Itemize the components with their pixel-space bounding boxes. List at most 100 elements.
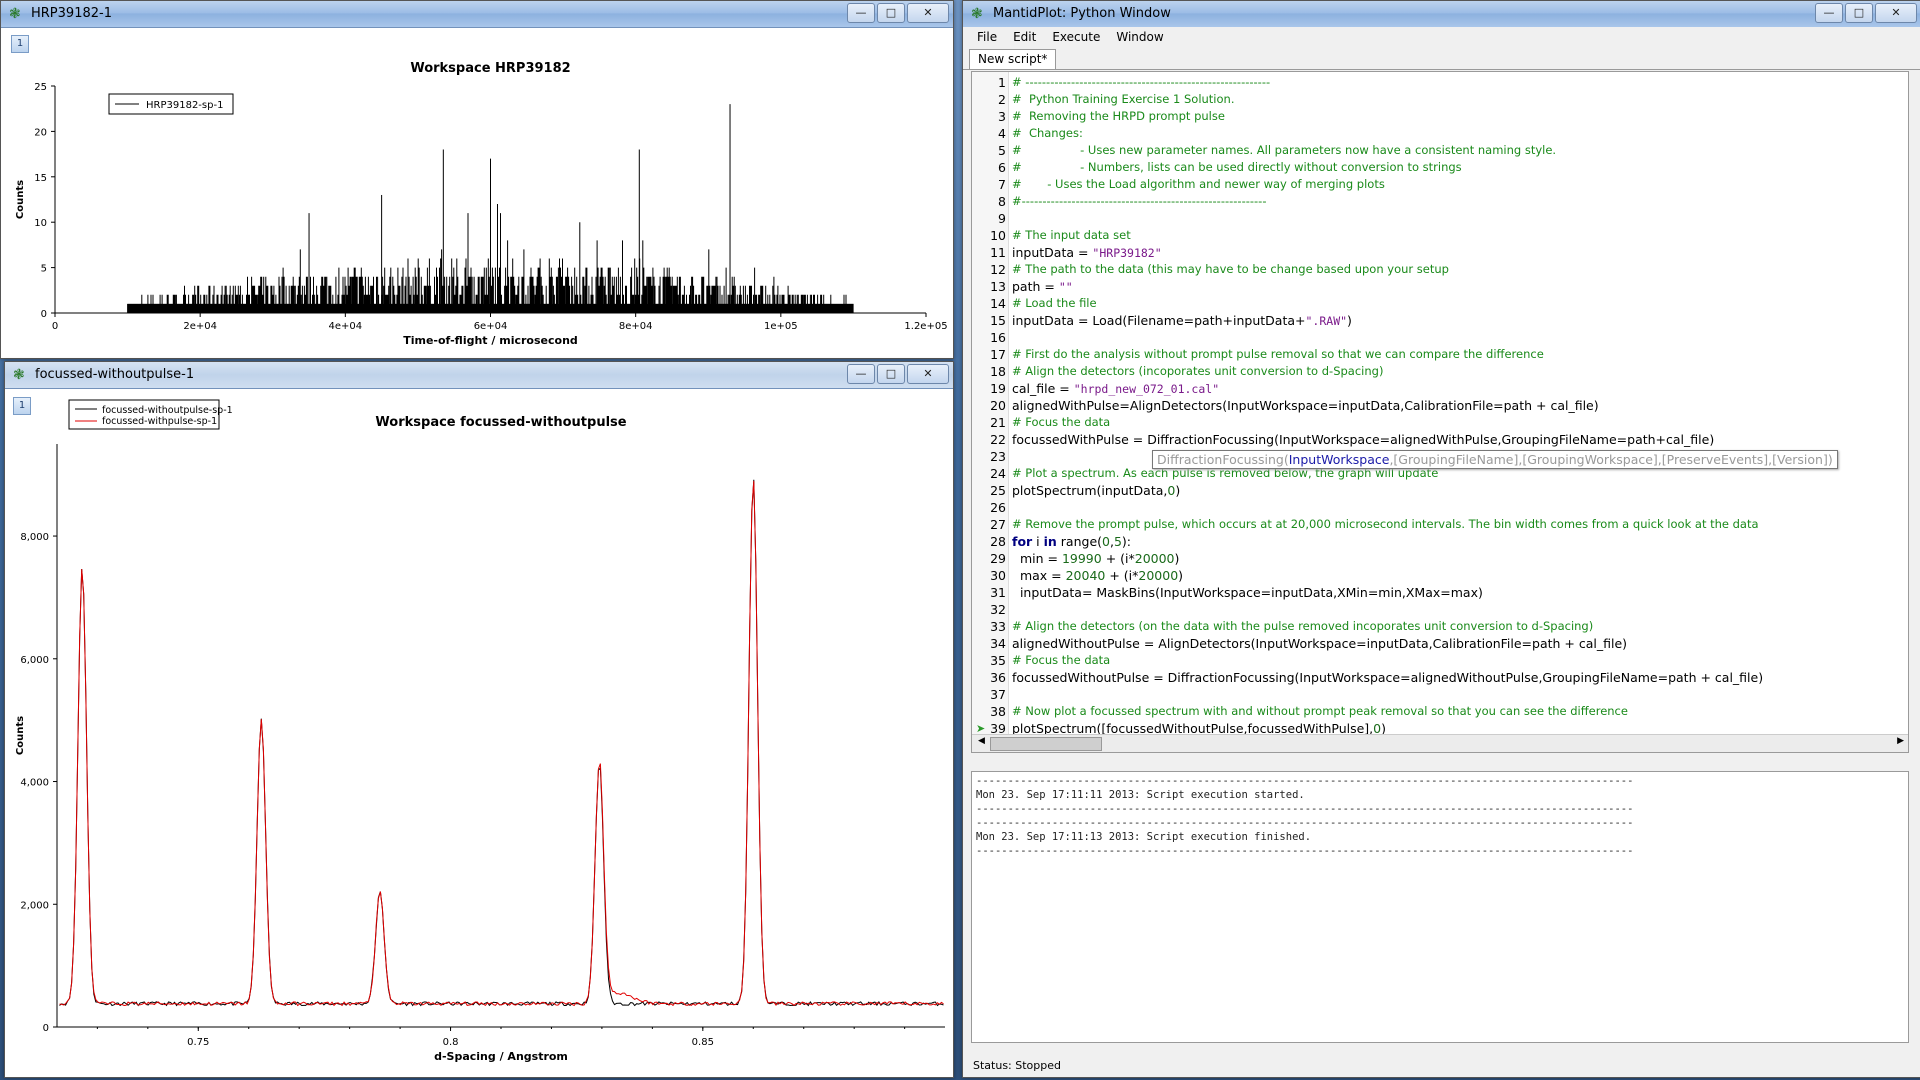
legend-box <box>108 93 234 115</box>
line-number: 14 <box>990 296 1006 311</box>
x-axis-label: d-Spacing / Angstrom <box>434 1050 568 1063</box>
window-title: focussed-withoutpulse-1 <box>35 367 195 382</box>
code-text: # Align the detectors (on the data with … <box>1012 619 1594 633</box>
line-number: 16 <box>990 330 1006 345</box>
line-number: 20 <box>990 398 1006 413</box>
close-button[interactable]: ✕ <box>907 3 949 23</box>
line-number: 34 <box>990 636 1006 651</box>
code-text: focussedWithoutPulse = DiffractionFocuss… <box>1012 670 1764 685</box>
titlebar[interactable]: ❃ focussed-withoutpulse-1 — □ ✕ <box>5 362 953 389</box>
series-withoutpulse <box>59 479 944 1007</box>
line-number-gutter <box>972 72 1009 734</box>
code-text: min = 19990 + (i*20000) <box>1012 551 1180 566</box>
code-text: plotSpectrum([focussedWithoutPulse,focus… <box>1012 721 1387 736</box>
code-text: # - Uses the Load algorithm and newer wa… <box>1012 177 1385 191</box>
code-text: path = "" <box>1012 279 1073 294</box>
y-tick-label: 20 <box>34 127 47 138</box>
mantid-icon: ❃ <box>971 6 983 22</box>
output-line: Mon 23. Sep 17:11:13 2013: Script execut… <box>976 831 1312 843</box>
x-tick-label: 2e+04 <box>183 321 217 332</box>
titlebar[interactable]: ❃ MantidPlot: Python Window — □ ✕ <box>963 1 1920 28</box>
maximize-button[interactable]: □ <box>877 364 905 384</box>
line-number: 10 <box>990 228 1006 243</box>
code-text: # Load the file <box>1012 296 1097 310</box>
plot-window-focussed[interactable]: ❃ focussed-withoutpulse-1 — □ ✕ 1 Worksp… <box>4 361 954 1078</box>
line-number: 28 <box>990 534 1006 549</box>
code-text: # First do the analysis without prompt p… <box>1012 347 1544 361</box>
minimize-button[interactable]: — <box>847 364 875 384</box>
layer-index-button[interactable]: 1 <box>11 35 29 53</box>
code-text: focussedWithPulse = DiffractionFocussing… <box>1012 432 1715 447</box>
x-tick-label: 0.85 <box>692 1037 714 1048</box>
maximize-button[interactable]: □ <box>877 3 905 23</box>
line-number: 19 <box>990 381 1006 396</box>
menu-file[interactable]: File <box>977 30 998 44</box>
line-number: 26 <box>990 500 1006 515</box>
chart-title: Workspace HRP39182 <box>410 61 570 76</box>
legend-label: focussed-withpulse-sp-1 <box>102 416 217 427</box>
legend-label: HRP39182-sp-1 <box>146 100 223 111</box>
current-line-arrow-icon: ➤ <box>976 722 986 735</box>
code-text: for i in range(0,5): <box>1012 534 1131 549</box>
mantid-icon: ❃ <box>9 6 21 22</box>
menu-window[interactable]: Window <box>1116 30 1164 44</box>
x-tick-label: 0 <box>52 321 58 332</box>
plot-canvas[interactable]: 1 Workspace focussed-withoutpulse 0.75 0.8… <box>5 389 953 1077</box>
close-button[interactable]: ✕ <box>907 364 949 384</box>
y-tick-label: 2,000 <box>20 900 49 911</box>
calltip-current-arg: InputWorkspace <box>1288 452 1390 467</box>
output-line: ----------------------------------------… <box>976 817 1634 829</box>
code-text: cal_file = "hrpd_new_072_01.cal" <box>1012 381 1220 396</box>
x-tick-label: 4e+04 <box>329 321 363 332</box>
output-line: Mon 23. Sep 17:11:11 2013: Script execut… <box>976 789 1305 801</box>
line-number: 18 <box>990 364 1006 379</box>
minimize-button[interactable]: — <box>847 3 875 23</box>
line-number: 36 <box>990 670 1006 685</box>
titlebar[interactable]: ❃ HRP39182-1 — □ ✕ <box>1 1 953 28</box>
script-editor[interactable]: 1 # -------------------------------------… <box>971 71 1909 753</box>
line-number: 12 <box>990 262 1006 277</box>
close-button[interactable]: ✕ <box>1875 3 1917 23</box>
plot-canvas[interactable]: 1 Workspace HRP39182 0 2e+04 4e+04 6e+04 8e+0… <box>1 28 953 358</box>
scroll-right-icon[interactable]: ▶ <box>1897 736 1904 746</box>
scroll-thumb[interactable] <box>990 737 1102 751</box>
mantid-icon: ❃ <box>13 367 25 383</box>
layer-index-button[interactable]: 1 <box>13 397 31 415</box>
horizontal-scrollbar[interactable]: ◀ ▶ <box>972 734 1908 752</box>
window-title: HRP39182-1 <box>31 6 112 21</box>
window-title: MantidPlot: Python Window <box>993 6 1171 21</box>
output-line: ----------------------------------------… <box>976 775 1634 787</box>
code-text: max = 20040 + (i*20000) <box>1012 568 1184 583</box>
scroll-left-icon[interactable]: ◀ <box>978 736 985 746</box>
code-text: alignedWithPulse=AlignDetectors(InputWor… <box>1012 398 1599 413</box>
line-number: 3 <box>998 109 1006 124</box>
maximize-button[interactable]: □ <box>1845 3 1873 23</box>
tab-new-script[interactable]: New script* <box>969 49 1057 69</box>
code-text: # - Numbers, lists can be used directly … <box>1012 160 1462 174</box>
line-number: 8 <box>998 194 1006 209</box>
y-axis-label: Counts <box>15 716 26 755</box>
x-tick-label: 1e+05 <box>764 321 798 332</box>
code-text: # Focus the data <box>1012 415 1111 429</box>
line-number: 27 <box>990 517 1006 532</box>
code-text: inputData = "HRP39182" <box>1012 245 1162 260</box>
line-number: 21 <box>990 415 1006 430</box>
code-text: #---------------------------------------… <box>1012 194 1267 208</box>
line-number: 6 <box>998 160 1006 175</box>
output-pane[interactable]: ----------------------------------------… <box>971 771 1909 1043</box>
x-tick-label: 0.8 <box>443 1037 459 1048</box>
plot-window-hrp39182[interactable]: ❃ HRP39182-1 — □ ✕ 1 Workspace HRP39182 0… <box>0 0 954 359</box>
python-window[interactable]: ❃ MantidPlot: Python Window — □ ✕ File E… <box>962 0 1920 1078</box>
line-number: 11 <box>990 245 1006 260</box>
legend-label: focussed-withoutpulse-sp-1 <box>102 405 233 416</box>
y-tick-label: 6,000 <box>20 655 49 666</box>
line-number: 31 <box>990 585 1006 600</box>
line-number: 2 <box>998 92 1006 107</box>
code-text: # Remove the prompt pulse, which occurs … <box>1012 517 1759 531</box>
menu-execute[interactable]: Execute <box>1052 30 1101 44</box>
calltip-function: DiffractionFocussing( <box>1157 452 1289 467</box>
minimize-button[interactable]: — <box>1815 3 1843 23</box>
menu-edit[interactable]: Edit <box>1013 30 1037 44</box>
x-tick-label: 6e+04 <box>474 321 508 332</box>
line-number: 15 <box>990 313 1006 328</box>
